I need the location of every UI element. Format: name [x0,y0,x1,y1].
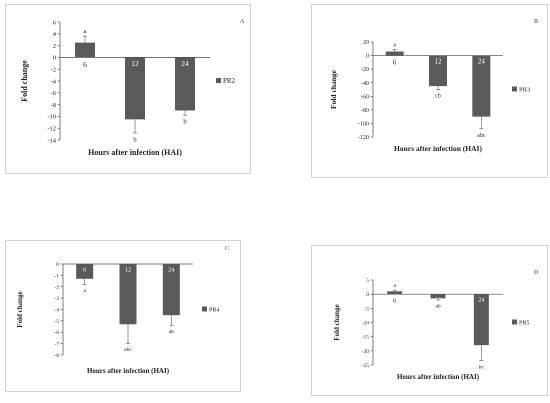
panel-label-d: D [534,270,539,276]
bar [76,264,94,279]
y-tick-label: -20 [362,349,370,355]
category-label: 6 [393,59,397,67]
significance-letter: a [393,42,396,48]
y-tick-label: 0 [366,292,369,298]
bar [75,42,95,58]
category-label: 24 [478,297,485,304]
y-tick-label: -25 [362,363,370,369]
y-tick-label: -4 [54,307,59,313]
significance-letter: a [393,283,396,289]
y-tick-label: -5 [54,319,59,325]
x-axis-label: Hours after infection (HAI) [397,373,480,381]
y-tick-label: -7 [54,342,59,348]
significance-letter: b [133,136,136,143]
y-tick-label: -10 [362,320,370,326]
y-tick-label: 4 [53,31,57,38]
category-label: 12 [131,59,139,68]
chart-panel-a: 6 4 2 0 -2 -4 -6 -8 -10 -12 -14 6 a 12 b 24 b Hours after… [5,4,251,174]
bar [119,264,137,325]
category-label: 24 [181,59,189,68]
significance-letter: a [83,288,86,294]
x-axis-label: Hours after infection (HAI) [87,367,170,375]
panel-label-a: A [240,19,245,25]
y-tick-label: 0 [53,55,56,62]
y-tick-label: 6 [53,19,57,26]
legend-swatch [202,306,207,312]
y-tick-label: -14 [47,137,56,144]
y-tick-label: 0 [56,262,59,268]
category-label: 6 [83,267,87,274]
y-tick-label: -4 [51,78,57,85]
chart-panel-c: 0 -1 -2 -3 -4 -5 -6 -7 -8 6 a 12 abc 24 ab Hours after … [5,240,241,392]
chart-svg-a: 6 4 2 0 -2 -4 -6 -8 -10 -12 -14 6 a 12 b 24 b Hours after… [20,19,236,157]
y-tick-label: -40 [361,81,369,87]
category-label: 12 [435,58,443,66]
y-tick-label: -1 [54,273,59,279]
legend-label: PR4 [209,308,219,314]
y-tick-label: -20 [361,67,369,73]
significance-letter: cb [435,94,441,100]
y-tick-label: -10 [47,114,56,121]
legend-swatch [216,78,221,83]
legend-swatch [512,319,517,325]
category-label: 12 [125,267,132,274]
chart-panel-d: 5 0 -5 -10 -15 -20 -25 6 a 12 ab 24 bc Hours after in… [311,245,548,396]
y-tick-label: -5 [364,306,369,312]
significance-letter: ab [435,304,440,310]
y-tick-label: -120 [358,135,369,141]
bar [430,294,446,299]
chart-svg-c: 0 -1 -2 -3 -4 -5 -6 -7 -8 6 a 12 abc 24 ab Hours after … [16,262,219,375]
y-axis-label: Fold change [329,69,338,109]
category-label: 24 [168,267,175,274]
y-tick-label: -12 [47,125,56,132]
bar [429,55,447,87]
y-tick-label: -3 [54,296,59,302]
legend-swatch [512,86,517,92]
chart-svg-b: 20 0 -20 -40 -60 -80 -100 -120 6 a 12 cb 24 abc Hours … [329,40,530,153]
chart-panel-b: 20 0 -20 -40 -60 -80 -100 -120 6 a 12 cb 24 abc Hours … [311,4,548,178]
bar [385,51,404,56]
significance-letter: a [84,28,87,35]
bar [472,55,491,117]
legend-label: PR3 [519,87,530,94]
y-tick-label: -8 [54,353,59,359]
y-tick-label: -60 [361,94,369,100]
y-tick-label: -8 [51,102,56,109]
panel-label-c: C [225,246,230,252]
x-axis-label: Hours after infection (HAI) [88,148,182,157]
significance-letter: ab [169,329,174,335]
x-axis-label: Hours after infection (HAI) [394,144,482,153]
bar [175,57,195,111]
bar [125,57,145,120]
y-tick-label: -6 [51,90,57,97]
y-axis-label: Fold change [333,304,341,340]
y-tick-label: -80 [361,108,369,114]
category-label: 6 [393,298,397,305]
y-tick-label: 2 [53,43,56,50]
y-tick-label: -15 [362,335,370,341]
legend-label: PR5 [519,321,529,327]
category-label: 6 [83,60,87,69]
y-tick-label: -100 [358,122,369,128]
y-tick-label: -2 [54,285,59,291]
significance-letter: abc [477,133,486,139]
significance-letter: b [183,119,186,126]
significance-letter: abc [124,347,132,353]
y-axis-label: Fold change [20,60,29,102]
category-label: 24 [478,58,486,66]
panel-label-b: B [534,19,539,25]
category-label: 12 [435,297,442,304]
legend-label: PR2 [223,77,236,85]
y-tick-label: -6 [54,330,59,336]
significance-letter: bc [479,364,485,370]
y-tick-label: 20 [363,40,369,46]
y-tick-label: -2 [51,66,56,73]
bar [162,264,180,316]
y-tick-label: 5 [366,278,369,284]
bar [473,294,489,346]
y-axis-label: Fold change [16,291,24,327]
y-tick-label: 0 [366,54,369,60]
bar [387,291,403,295]
